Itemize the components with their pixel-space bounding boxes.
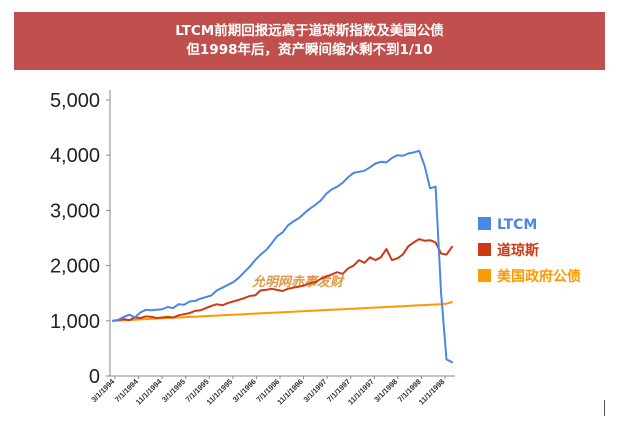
divider [604,400,605,416]
x-tick-label: 3/1/1998 [372,377,399,404]
y-tick-label: 0 [89,366,100,388]
x-tick-label: 3/1/1996 [231,377,258,404]
legend-swatch-2 [478,269,491,282]
series-line-1 [112,238,453,322]
y-tick-label: 3,000 [50,200,100,222]
title-banner: LTCM前期回报远高于道琼斯指数及美国公债 但1998年后，资产瞬间缩水剩不到1… [14,12,605,70]
x-tick-label: 11/1/1998 [417,377,447,407]
legend-swatch-0 [478,217,491,230]
x-tick-label: 11/1/1996 [275,377,305,407]
x-tick-label: 11/1/1995 [205,377,235,407]
legend-swatch-1 [478,243,491,256]
series-line-0 [112,149,453,364]
x-tick-label: 3/1/1997 [302,377,329,404]
legend-label-2: 美国政府公债 [497,268,581,285]
y-tick-label: 1,000 [50,311,100,333]
legend-label-0: LTCM [497,217,537,233]
title-line-2: 但1998年后，资产瞬间缩水剩不到1/10 [186,42,433,58]
y-tick-label: 5,000 [50,90,100,112]
title-line-1: LTCM前期回报远高于道琼斯指数及美国公债 [175,23,444,39]
chart-canvas: 01,0002,0003,0004,0005,0003/1/19947/1/19… [50,90,581,407]
y-tick-label: 4,000 [50,145,100,167]
x-tick-label: 11/1/1994 [134,376,164,406]
x-tick-label: 11/1/1997 [346,377,376,407]
line-chart: 0 1,000 2,000 3,000 4,000 5,000 3/1/1994 7/1/19… [0,80,619,428]
x-tick-label: 3/1/1995 [160,377,187,404]
legend-label-1: 道琼斯 [497,242,539,259]
y-tick-label: 2,000 [50,256,100,278]
